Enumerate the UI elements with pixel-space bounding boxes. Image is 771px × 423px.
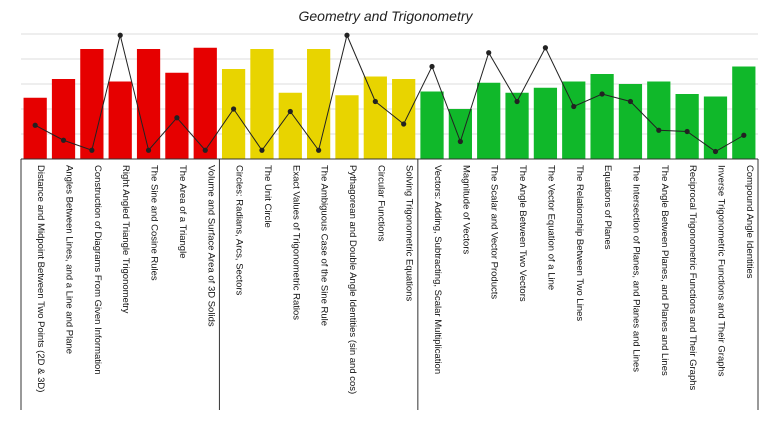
x-tick-label: The Sine and Cosine Rules (149, 165, 160, 281)
x-tick-label: Inverse Trigonometric Functions and Thei… (715, 165, 726, 377)
x-tick-label: The Ambiguous Case of the Sine Rule (319, 165, 330, 326)
axis-layer (20, 158, 759, 410)
x-tick-label: Magnitude of Vectors (460, 165, 471, 254)
x-tick-label: Pythagorean and Double Angle Identities … (347, 165, 358, 394)
line-point (656, 127, 662, 133)
bar (562, 81, 586, 159)
x-tick-label: Circular Functions (375, 165, 386, 242)
bar (278, 92, 302, 159)
line-point (599, 91, 605, 97)
line-point (60, 137, 67, 143)
line-point (741, 132, 747, 138)
line-point (712, 148, 719, 155)
line-point (486, 50, 492, 56)
chart-title: Geometry and Trigonometry (298, 8, 473, 24)
x-tick-label: Vectors: Adding, Subtracting, Scalar Mul… (432, 165, 443, 374)
bar (590, 74, 614, 159)
x-tick-label: Solving Trigonometric Equations (404, 165, 415, 301)
x-tick-label: The Angle Between Planes, and Planes and… (659, 165, 670, 376)
line-point (542, 45, 549, 51)
x-tick-label: The Unit Circle (262, 165, 273, 228)
bars-layer (23, 47, 756, 159)
x-tick-label: Exact Values of Trigonometric Ratios (290, 165, 301, 320)
line-layer (32, 32, 747, 155)
x-tick-label: The Intersection of Planes, and Planes a… (630, 165, 641, 372)
bar (477, 82, 501, 159)
bar (250, 49, 274, 159)
line-point (627, 98, 634, 105)
series-line (34, 33, 745, 153)
x-tick-label: The Vector Equation of a Line (545, 165, 556, 290)
bar (703, 96, 728, 159)
line-point (401, 121, 407, 127)
bar (335, 95, 359, 159)
bar (505, 92, 529, 159)
bar (647, 81, 671, 159)
line-point (32, 122, 38, 128)
x-tick-label: Equations of Planes (602, 165, 613, 250)
bar (448, 109, 472, 159)
bar (732, 66, 756, 159)
line-point (429, 63, 435, 70)
x-tick-label: The Area of a Triangle (177, 165, 188, 258)
x-tick-label: Reciprocal Trigonometric Functions and T… (687, 165, 698, 391)
bar (533, 87, 558, 159)
line-point (117, 32, 123, 38)
line-point (202, 147, 208, 153)
line-point (457, 138, 463, 145)
line-point (684, 128, 690, 135)
line-point (259, 147, 265, 153)
bar (618, 84, 643, 159)
bar (675, 94, 699, 159)
bar (136, 49, 161, 159)
bar (392, 79, 416, 159)
bar (221, 69, 246, 159)
bar (51, 79, 76, 159)
line-point (230, 106, 237, 112)
x-tick-label: Right Angled Triangle Trigonometry (120, 165, 131, 314)
bar (80, 49, 104, 159)
bar (363, 76, 387, 159)
bar (420, 91, 444, 159)
x-tick-label: The Scalar and Vector Products (489, 165, 500, 299)
bar (193, 47, 217, 159)
x-tick-label: Angles Between Lines, and a Line and Pla… (64, 165, 75, 354)
x-tick-label: Compound Angle Identities (744, 165, 755, 279)
line-point (89, 147, 95, 153)
x-tick-label: The Relationship Between Two Lines (574, 165, 585, 321)
line-point (514, 98, 520, 105)
label-layer: Distance and Midpoint Between Two Points… (35, 165, 755, 394)
line-point (372, 98, 378, 105)
x-tick-label: Construction of Diagrams From Given Info… (92, 165, 103, 375)
x-tick-label: Circles: Radians, Arcs, Sectors (234, 165, 245, 296)
line-point (145, 147, 152, 153)
x-tick-label: Distance and Midpoint Between Two Points… (35, 165, 46, 392)
line-point (174, 115, 180, 121)
x-tick-label: The Angle Between Two Vectors (517, 165, 528, 302)
line-point (316, 147, 322, 153)
line-point (287, 108, 293, 115)
line-point (571, 103, 577, 110)
bar (307, 49, 331, 159)
bar (108, 81, 132, 159)
x-tick-label: Volume and Surface Area of 3D Solids (205, 165, 216, 327)
bar (23, 97, 47, 159)
line-point (344, 32, 350, 38)
